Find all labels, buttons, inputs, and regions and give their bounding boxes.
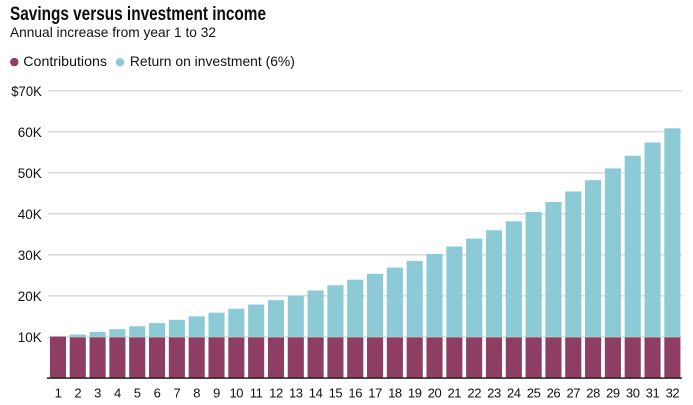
- svg-text:Savings versus investment inco: Savings versus investment income: [10, 4, 266, 25]
- svg-text:1: 1: [55, 385, 62, 400]
- svg-text:10K: 10K: [18, 330, 42, 345]
- svg-text:31: 31: [646, 385, 660, 400]
- svg-text:14: 14: [309, 385, 323, 400]
- svg-text:11: 11: [250, 385, 263, 400]
- svg-text:6: 6: [154, 385, 161, 400]
- svg-text:2: 2: [74, 385, 81, 400]
- svg-text:10: 10: [229, 385, 243, 400]
- svg-text:32: 32: [666, 385, 680, 400]
- svg-text:$70K: $70K: [11, 84, 42, 99]
- svg-text:28: 28: [586, 385, 600, 400]
- svg-text:22: 22: [467, 385, 481, 400]
- svg-text:30: 30: [626, 385, 640, 400]
- svg-text:8: 8: [193, 385, 200, 400]
- svg-text:12: 12: [269, 385, 283, 400]
- svg-text:23: 23: [487, 385, 501, 400]
- svg-text:18: 18: [388, 385, 402, 400]
- svg-text:26: 26: [547, 385, 561, 400]
- svg-text:50K: 50K: [18, 166, 42, 181]
- svg-text:21: 21: [447, 385, 461, 400]
- svg-text:Contributions: Contributions: [23, 53, 107, 69]
- svg-text:7: 7: [173, 385, 180, 400]
- svg-text:Annual increase from year 1 to: Annual increase from year 1 to 32: [10, 24, 216, 40]
- svg-text:19: 19: [408, 385, 422, 400]
- svg-text:3: 3: [94, 385, 101, 400]
- svg-text:30K: 30K: [18, 248, 42, 263]
- svg-text:4: 4: [114, 385, 121, 400]
- svg-text:5: 5: [134, 385, 141, 400]
- svg-text:Return on investment (6%): Return on investment (6%): [130, 53, 295, 69]
- svg-text:20K: 20K: [18, 289, 42, 304]
- svg-text:16: 16: [348, 385, 362, 400]
- svg-text:25: 25: [527, 385, 541, 400]
- svg-text:13: 13: [289, 385, 303, 400]
- svg-text:15: 15: [329, 385, 343, 400]
- svg-text:60K: 60K: [18, 125, 42, 140]
- svg-text:40K: 40K: [18, 207, 42, 222]
- svg-text:27: 27: [566, 385, 580, 400]
- svg-text:24: 24: [507, 385, 521, 400]
- svg-text:9: 9: [213, 385, 220, 400]
- svg-text:29: 29: [606, 385, 620, 400]
- svg-text:17: 17: [368, 385, 382, 400]
- svg-text:20: 20: [428, 385, 442, 400]
